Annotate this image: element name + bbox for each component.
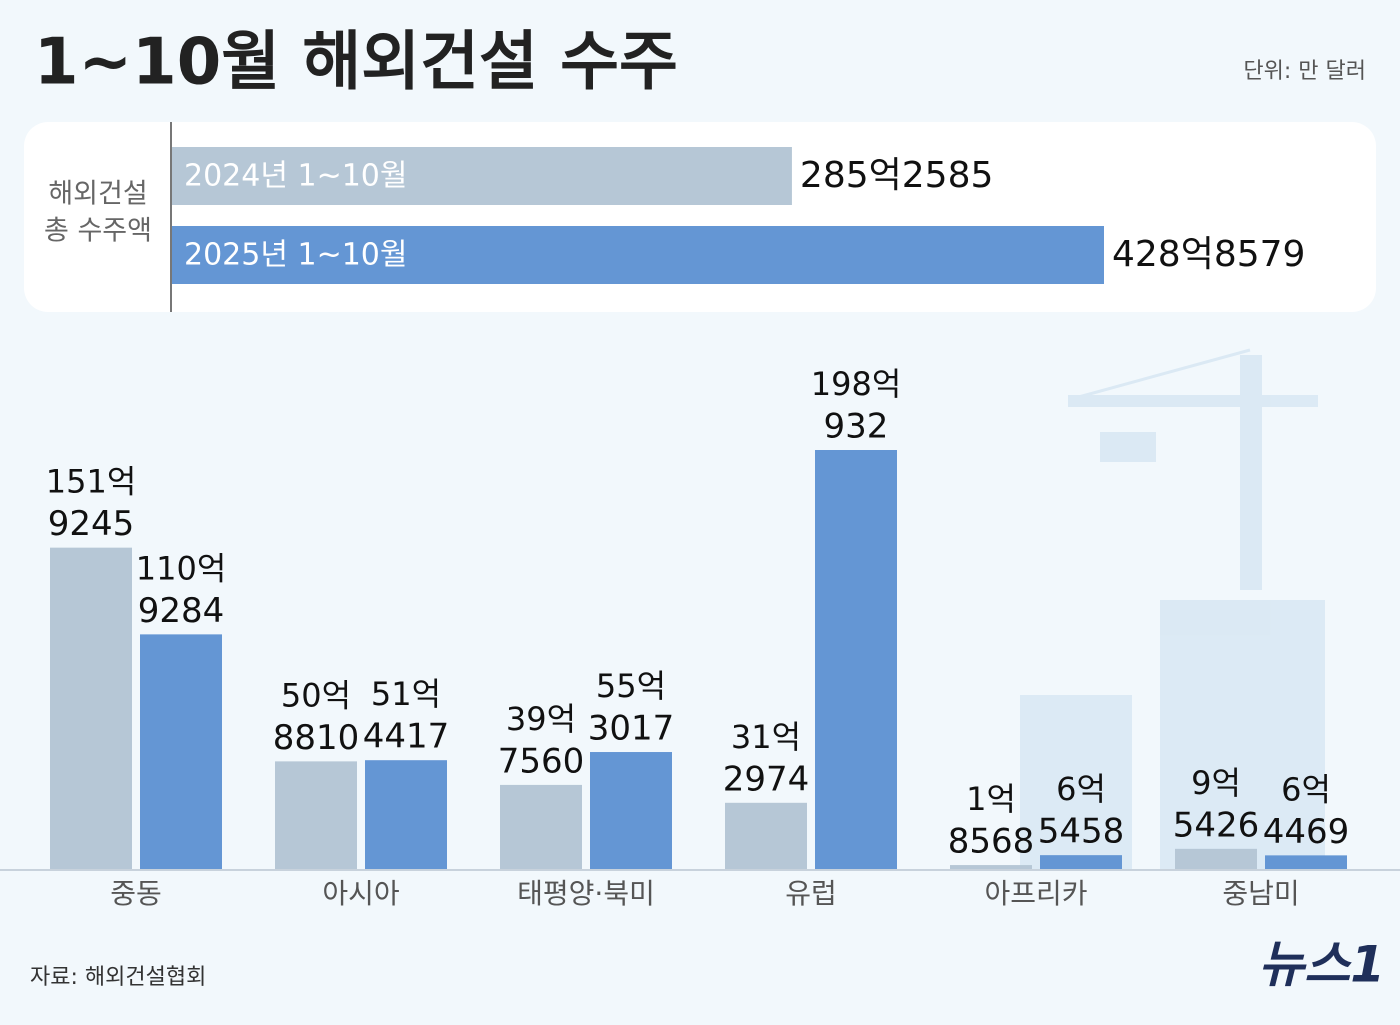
bar bbox=[950, 865, 1032, 869]
value-label: 932 bbox=[824, 407, 889, 447]
value-label: 151억 bbox=[46, 463, 137, 501]
value-label: 428억8579 bbox=[1112, 234, 1305, 275]
bar bbox=[1265, 855, 1347, 869]
value-label: 198억 bbox=[811, 365, 902, 403]
bar bbox=[275, 761, 357, 869]
value-label: 4417 bbox=[363, 717, 450, 757]
title: 1~10월 해외건설 수주 bbox=[34, 26, 678, 100]
value-label: 5426 bbox=[1173, 805, 1260, 845]
bar-name: 2025년 1~10월 bbox=[184, 238, 407, 273]
bar bbox=[590, 752, 672, 869]
value-label: 51억 bbox=[371, 675, 441, 713]
total-bar bbox=[172, 226, 1104, 284]
decoration bbox=[1020, 348, 1325, 870]
unit: 단위: 만 달러 bbox=[1243, 59, 1366, 84]
value-label: 7560 bbox=[498, 741, 585, 781]
x-tick-label: 중남미 bbox=[1222, 877, 1299, 910]
value-label: 5458 bbox=[1038, 812, 1125, 852]
value-label: 50억 bbox=[281, 676, 351, 714]
total-bar bbox=[172, 147, 792, 205]
x-tick-label: 태평양·북미 bbox=[517, 877, 655, 910]
value-label: 31억 bbox=[731, 718, 801, 756]
logo: 뉴스1 bbox=[1258, 936, 1385, 994]
x-tick-label: 유럽 bbox=[785, 877, 837, 910]
value-label: 1억 bbox=[966, 780, 1016, 818]
bar bbox=[500, 784, 582, 869]
panel-label: 총 수주액 bbox=[44, 216, 152, 247]
x-tick-label: 아프리카 bbox=[984, 877, 1087, 910]
value-label: 39억 bbox=[506, 700, 576, 738]
value-label: 3017 bbox=[588, 709, 675, 749]
value-label: 6억 bbox=[1281, 770, 1331, 808]
bar bbox=[50, 547, 132, 869]
bar bbox=[725, 802, 807, 869]
value-label: 4469 bbox=[1263, 812, 1350, 852]
bar bbox=[365, 760, 447, 869]
value-label: 6억 bbox=[1056, 770, 1106, 808]
x-tick-label: 중동 bbox=[110, 877, 162, 910]
x-tick-label: 아시아 bbox=[322, 877, 399, 910]
bar bbox=[1175, 848, 1257, 869]
panel-label: 해외건설 bbox=[48, 179, 147, 210]
source: 자료: 해외건설협회 bbox=[30, 965, 206, 990]
value-label: 110억 bbox=[136, 549, 227, 587]
bar bbox=[1040, 855, 1122, 869]
value-label: 9245 bbox=[48, 504, 135, 544]
bar-name: 2024년 1~10월 bbox=[184, 159, 407, 194]
value-label: 8810 bbox=[273, 718, 360, 758]
bar bbox=[140, 634, 222, 869]
value-label: 2974 bbox=[723, 759, 810, 799]
value-label: 9284 bbox=[138, 591, 225, 631]
bar bbox=[815, 450, 897, 869]
value-label: 285억2585 bbox=[800, 155, 993, 196]
value-label: 55억 bbox=[596, 667, 666, 705]
value-label: 9억 bbox=[1191, 764, 1241, 802]
value-label: 8568 bbox=[948, 822, 1035, 862]
